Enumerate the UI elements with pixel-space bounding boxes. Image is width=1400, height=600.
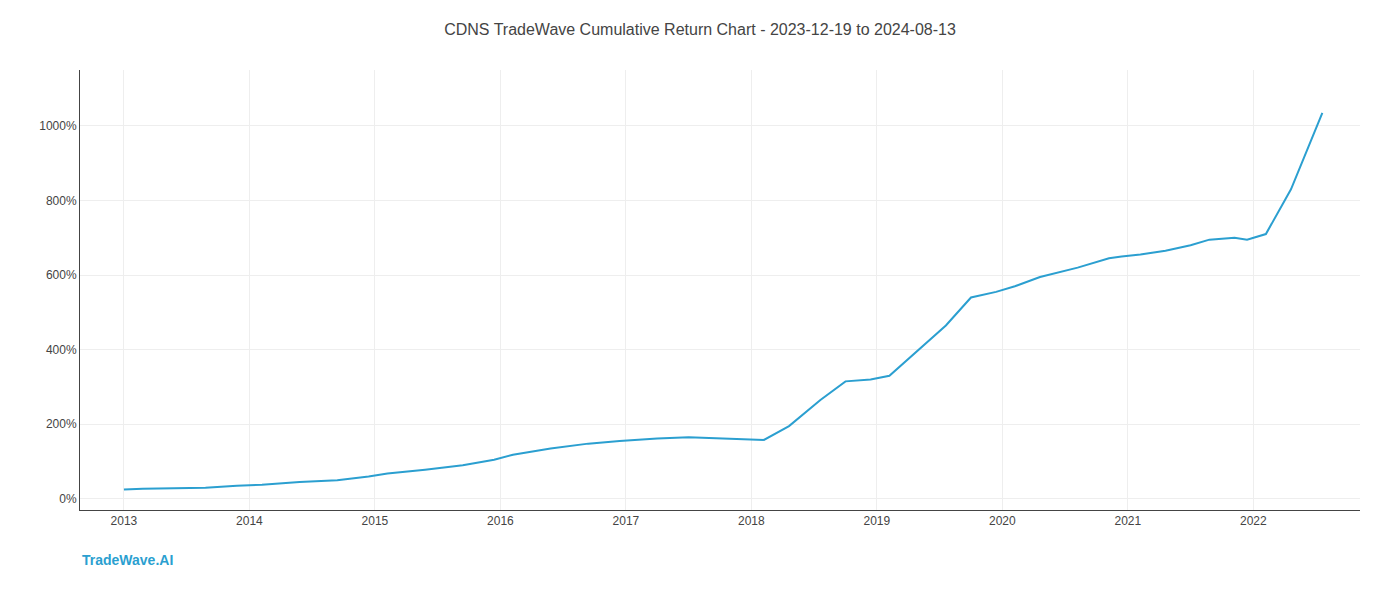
svg-text:2022: 2022 xyxy=(1240,514,1267,528)
svg-text:2017: 2017 xyxy=(613,514,640,528)
svg-text:2021: 2021 xyxy=(1114,514,1141,528)
svg-text:2019: 2019 xyxy=(864,514,891,528)
svg-text:0%: 0% xyxy=(59,492,77,506)
svg-text:CDNS TradeWave Cumulative Retu: CDNS TradeWave Cumulative Return Chart -… xyxy=(444,21,956,38)
svg-text:400%: 400% xyxy=(46,343,77,357)
svg-text:2018: 2018 xyxy=(738,514,765,528)
svg-text:2014: 2014 xyxy=(236,514,263,528)
svg-text:2020: 2020 xyxy=(989,514,1016,528)
svg-text:600%: 600% xyxy=(46,268,77,282)
svg-text:2013: 2013 xyxy=(111,514,138,528)
svg-text:TradeWave.AI: TradeWave.AI xyxy=(82,552,173,568)
svg-text:2015: 2015 xyxy=(362,514,389,528)
svg-text:2016: 2016 xyxy=(487,514,514,528)
svg-text:1000%: 1000% xyxy=(39,119,77,133)
svg-text:200%: 200% xyxy=(46,417,77,431)
svg-text:800%: 800% xyxy=(46,194,77,208)
